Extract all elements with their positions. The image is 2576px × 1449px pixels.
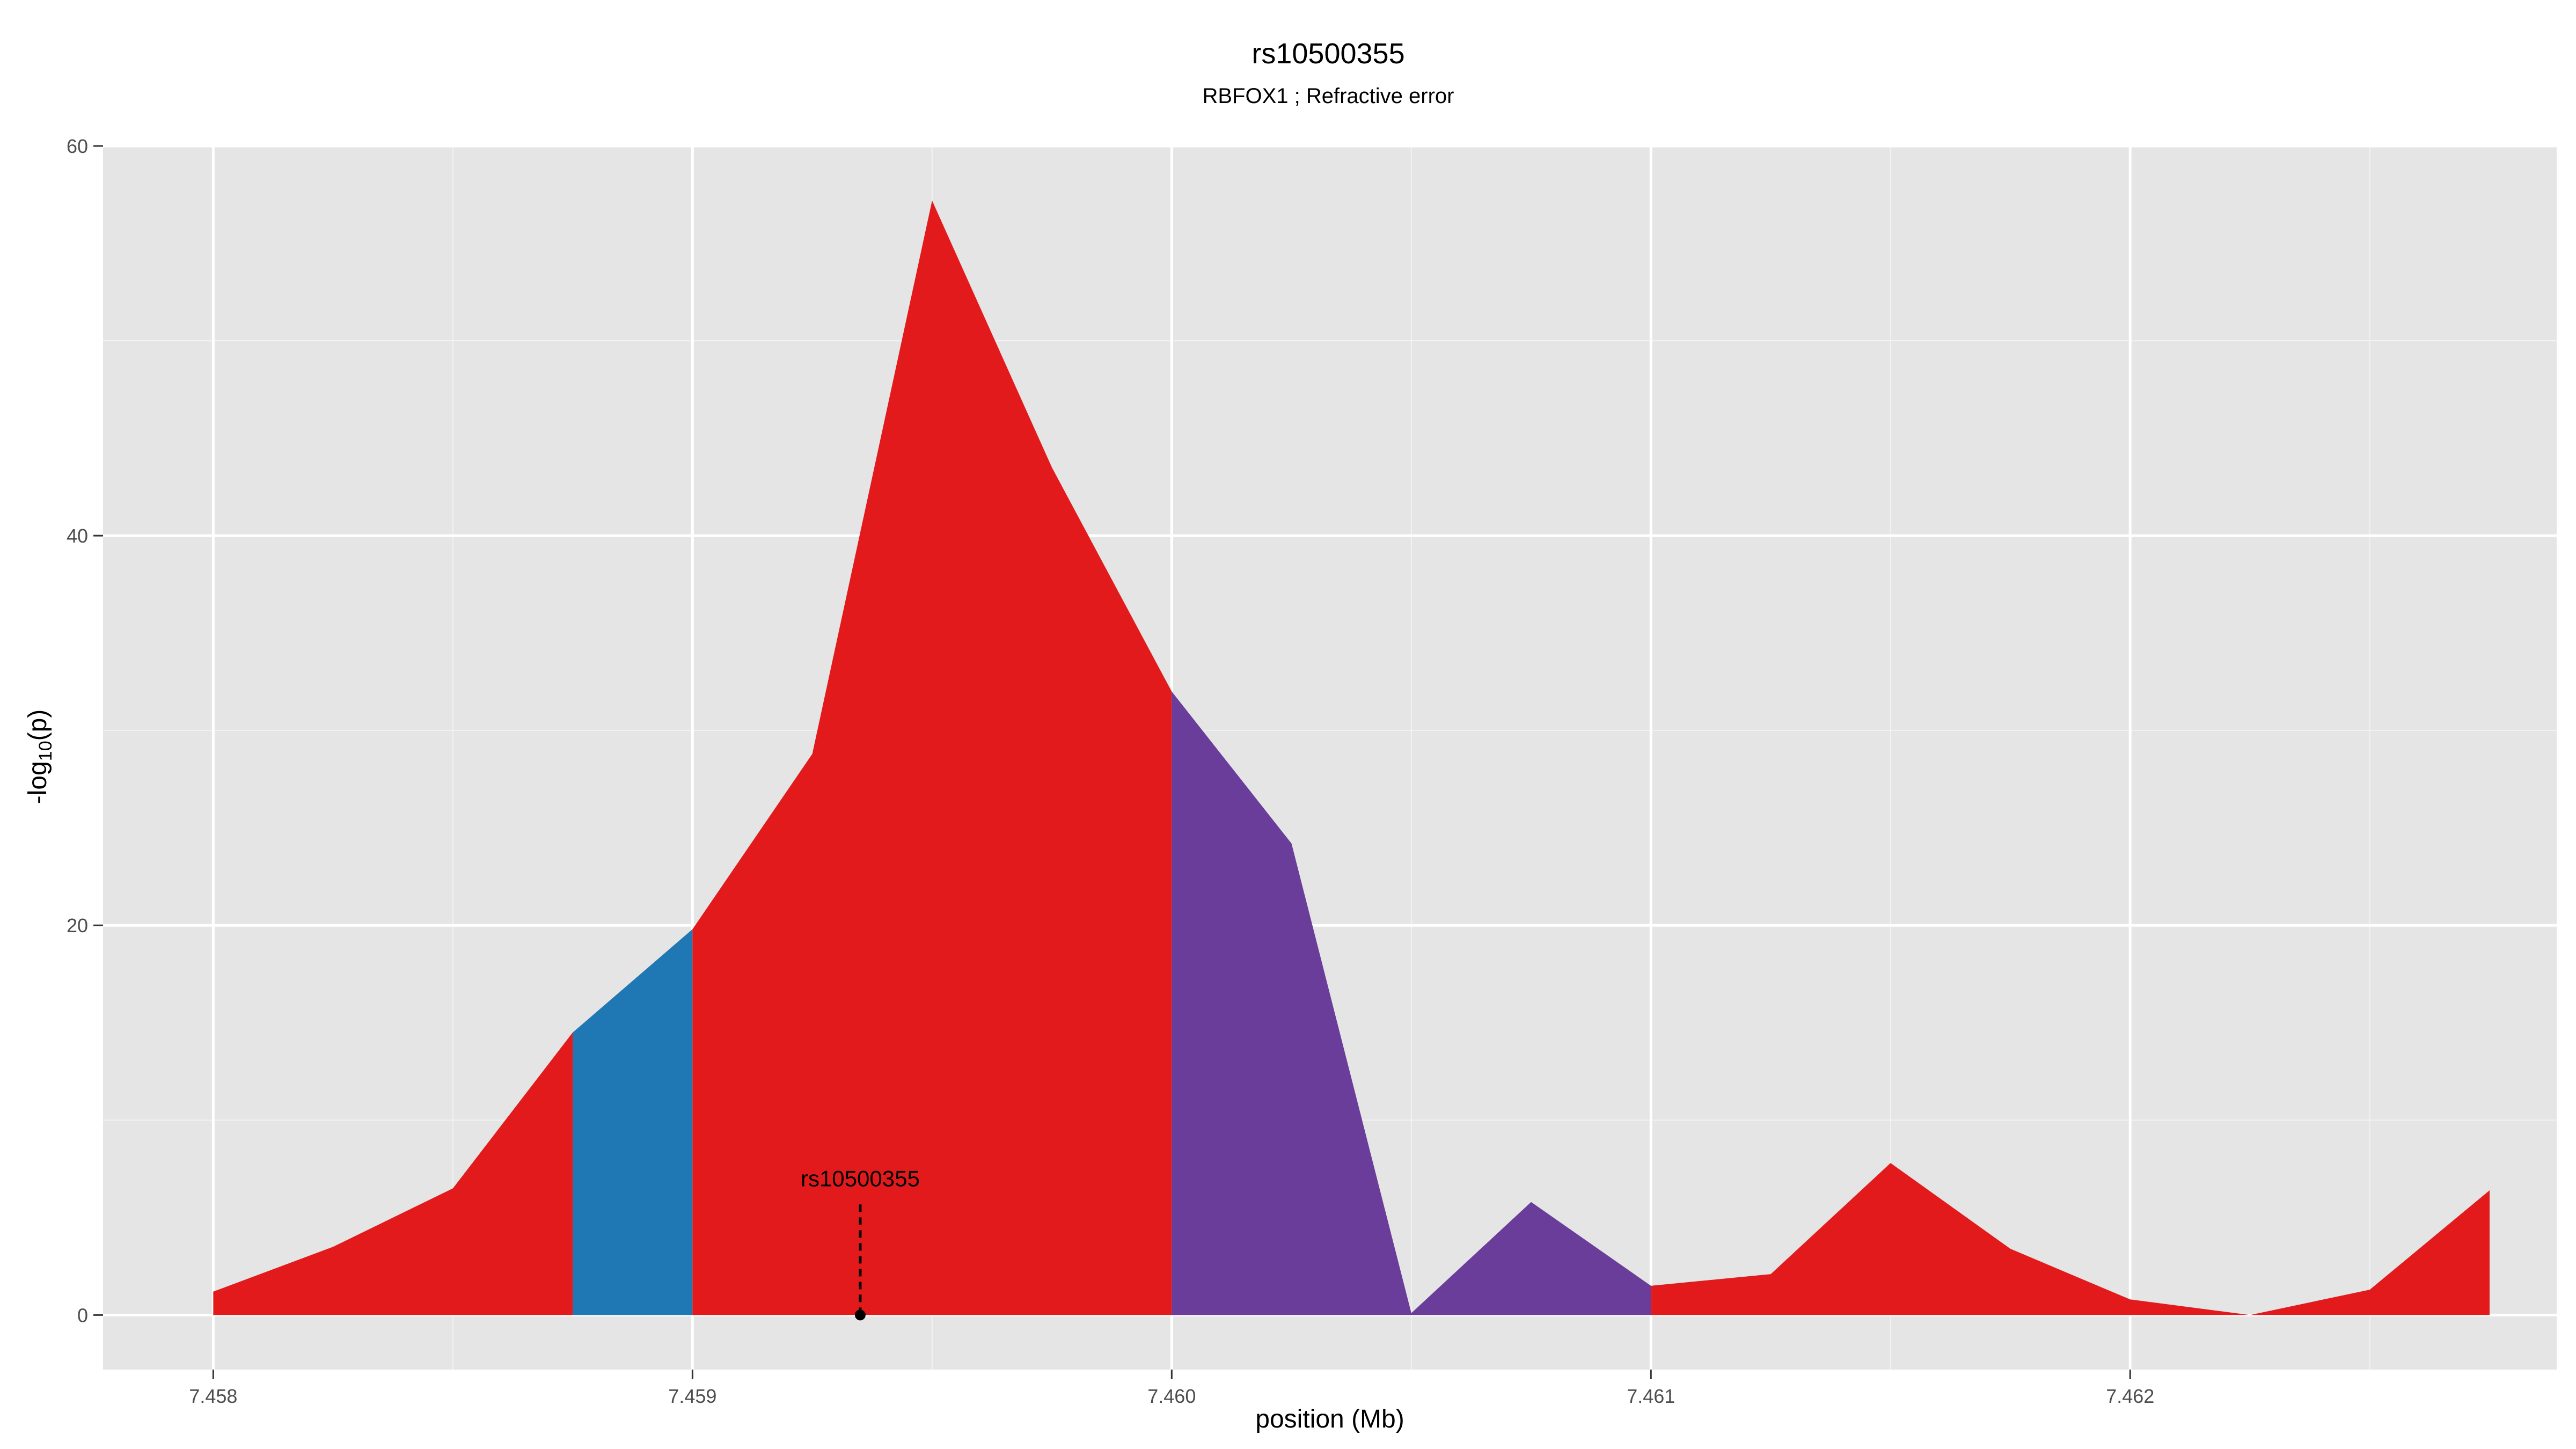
area-segment-red (692, 200, 1172, 1315)
y-axis-title-end: (p) (24, 709, 52, 741)
area-segment-red (213, 1032, 573, 1315)
x-tick-label: 7.462 (2106, 1385, 2154, 1407)
x-tick-label: 7.461 (1627, 1385, 1675, 1407)
y-tick-label: 60 (67, 135, 88, 157)
association-areas (213, 200, 2490, 1315)
y-axis: 0 20 40 60 (67, 135, 103, 1326)
y-axis-title: -log10(p) (24, 709, 56, 804)
y-axis-title-subscript: 10 (35, 741, 56, 761)
lead-snp-annotation: rs10500355 (801, 1166, 920, 1321)
x-tick-label: 7.458 (189, 1385, 237, 1407)
chart-title: rs10500355 (1252, 38, 1404, 70)
area-segment-purple (1172, 691, 1651, 1315)
y-tick-label: 20 (67, 914, 88, 936)
chart-subtitle: RBFOX1 ; Refractive error (1202, 84, 1454, 108)
x-axis: 7.458 7.459 7.460 7.461 7.462 (189, 1370, 2154, 1407)
lead-snp-point (854, 1309, 866, 1321)
lead-snp-label: rs10500355 (801, 1166, 920, 1191)
y-tick-label: 0 (77, 1304, 88, 1326)
x-axis-title: position (Mb) (1255, 1405, 1404, 1433)
y-axis-title-main: -log (24, 761, 52, 804)
x-tick-label: 7.459 (668, 1385, 716, 1407)
area-segment-blue (573, 929, 693, 1315)
x-tick-label: 7.460 (1147, 1385, 1196, 1407)
area-segment-red (1651, 1163, 2490, 1315)
y-tick-label: 40 (67, 525, 88, 547)
